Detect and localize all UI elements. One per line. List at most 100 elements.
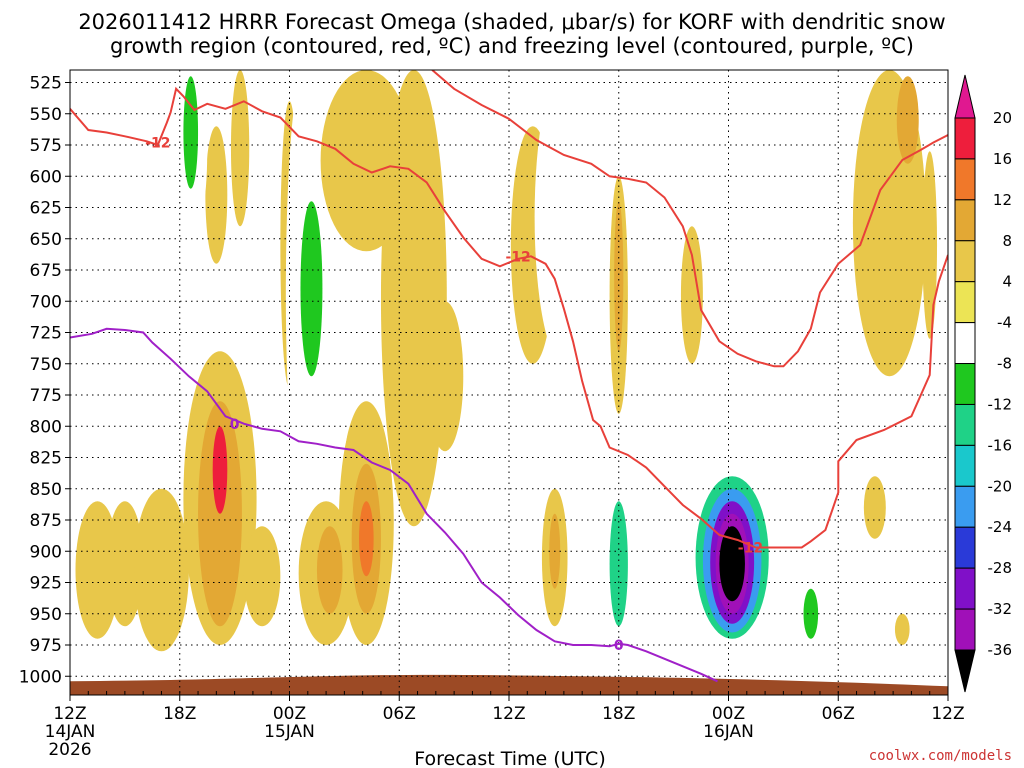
colorbar-segment (954, 240, 976, 283)
omega-region (896, 76, 919, 164)
omega-region (205, 126, 228, 264)
y-tick-label: 650 (30, 230, 62, 250)
y-tick-label: 600 (30, 167, 62, 187)
omega-region (426, 301, 464, 452)
colorbar-segment (954, 567, 976, 610)
omega-region (863, 476, 886, 539)
x-tick-label: 00Z (273, 704, 306, 724)
colorbar-segment (954, 322, 976, 365)
colorbar-label: 20 (993, 109, 1012, 127)
x-year-label: 2026 (48, 740, 91, 760)
x-date-label: 15JAN (264, 722, 315, 742)
pressure-axis: 525 550 575 600 625 650 675 700 725 750 775 800 825 8… (19, 74, 70, 687)
terrain-surface (70, 674, 948, 695)
omega-region (106, 501, 144, 627)
dgz-contour-line (70, 86, 948, 549)
omega-region (75, 501, 120, 639)
colorbar-label: -20 (988, 477, 1013, 495)
y-tick-label: 850 (30, 480, 62, 500)
y-tick-label: 800 (30, 417, 62, 437)
colorbar: 20 16 12 8 4 -4 -8 -12 -16 -20 -24 -28 -32 -36 (954, 74, 1013, 693)
freezing-level-label: 0 (614, 638, 624, 654)
omega-region (134, 488, 189, 652)
y-tick-label: 675 (30, 261, 62, 281)
colorbar-label: -4 (997, 314, 1012, 332)
y-tick-label: 575 (30, 136, 62, 156)
colorbar-bottom-arrow (954, 649, 976, 693)
omega-region (230, 70, 250, 227)
colorbar-segment (954, 199, 976, 242)
colorbar-label: -24 (988, 518, 1013, 536)
omega-shading (75, 70, 938, 652)
x-tick-label: 18Z (602, 704, 635, 724)
colorbar-segment (954, 403, 976, 446)
plot-area: -12 -12 -12 0 0 (69, 69, 949, 696)
omega-region (609, 501, 628, 627)
y-tick-label: 550 (30, 105, 62, 125)
omega-region (183, 76, 199, 189)
omega-region (922, 151, 938, 339)
colorbar-label: 12 (993, 191, 1012, 209)
colorbar-segment (954, 117, 976, 160)
x-tick-label: 06Z (822, 704, 855, 724)
x-tick-label: 00Z (712, 704, 745, 724)
x-date-label: 14JAN (45, 722, 96, 742)
y-tick-label: 750 (30, 355, 62, 375)
omega-region (765, 526, 839, 652)
colorbar-label: -8 (997, 355, 1012, 373)
terrain-fill (70, 674, 948, 695)
omega-region (803, 588, 819, 639)
colorbar-label: 8 (1002, 232, 1012, 250)
omega-region (380, 70, 447, 527)
x-tick-label: 12Z (931, 704, 964, 724)
omega-region (359, 501, 374, 577)
y-tick-label: 525 (30, 74, 62, 94)
omega-region (534, 70, 594, 364)
colorbar-label: -32 (988, 600, 1013, 618)
y-tick-label: 900 (30, 542, 62, 562)
y-tick-label: 950 (30, 605, 62, 625)
chart-title-line-2: growth region (contoured, red, ºC) and f… (110, 34, 914, 58)
chart-title-line-1: 2026011412 HRRR Forecast Omega (shaded, … (78, 10, 945, 34)
dgz-contour-label: -12 (738, 541, 763, 557)
freezing-level-line (70, 327, 718, 683)
x-tick-label: 12Z (492, 704, 525, 724)
y-tick-label: 1000 (19, 667, 62, 687)
colorbar-top-arrow (954, 74, 976, 119)
colorbar-segment (954, 281, 976, 324)
dgz-contour-label: -12 (505, 249, 530, 265)
colorbar-label: 16 (993, 150, 1012, 168)
colorbar-label: -28 (988, 559, 1013, 577)
x-axis-title: Forecast Time (UTC) (414, 748, 605, 768)
colorbar-label: -36 (988, 641, 1013, 659)
omega-region (580, 70, 603, 208)
colorbar-segment (954, 526, 976, 569)
colorbar-label: 4 (1002, 273, 1012, 291)
colorbar-segment (954, 363, 976, 405)
colorbar-label: -16 (988, 436, 1013, 454)
y-tick-label: 875 (30, 511, 62, 531)
y-tick-label: 725 (30, 324, 62, 344)
colorbar-segment (954, 444, 976, 487)
colorbar-segment (954, 608, 976, 651)
colorbar-segment (954, 485, 976, 528)
contour-lines: -12 -12 -12 0 0 (70, 70, 948, 683)
x-date-label: 16JAN (703, 722, 754, 742)
y-tick-label: 700 (30, 292, 62, 312)
omega-region (300, 201, 323, 377)
y-tick-label: 925 (30, 574, 62, 594)
x-tick-label: 12Z (53, 704, 86, 724)
colorbar-label: -12 (988, 395, 1013, 413)
omega-region (75, 70, 102, 277)
omega-region (212, 426, 228, 514)
omega-region (316, 526, 343, 614)
x-tick-label: 06Z (383, 704, 416, 724)
omega-region (680, 226, 703, 364)
freezing-level-label: 0 (230, 417, 240, 433)
colorbar-segment (954, 158, 976, 201)
dgz-contour-label: -12 (145, 136, 170, 152)
y-tick-label: 825 (30, 449, 62, 469)
y-tick-label: 625 (30, 199, 62, 219)
